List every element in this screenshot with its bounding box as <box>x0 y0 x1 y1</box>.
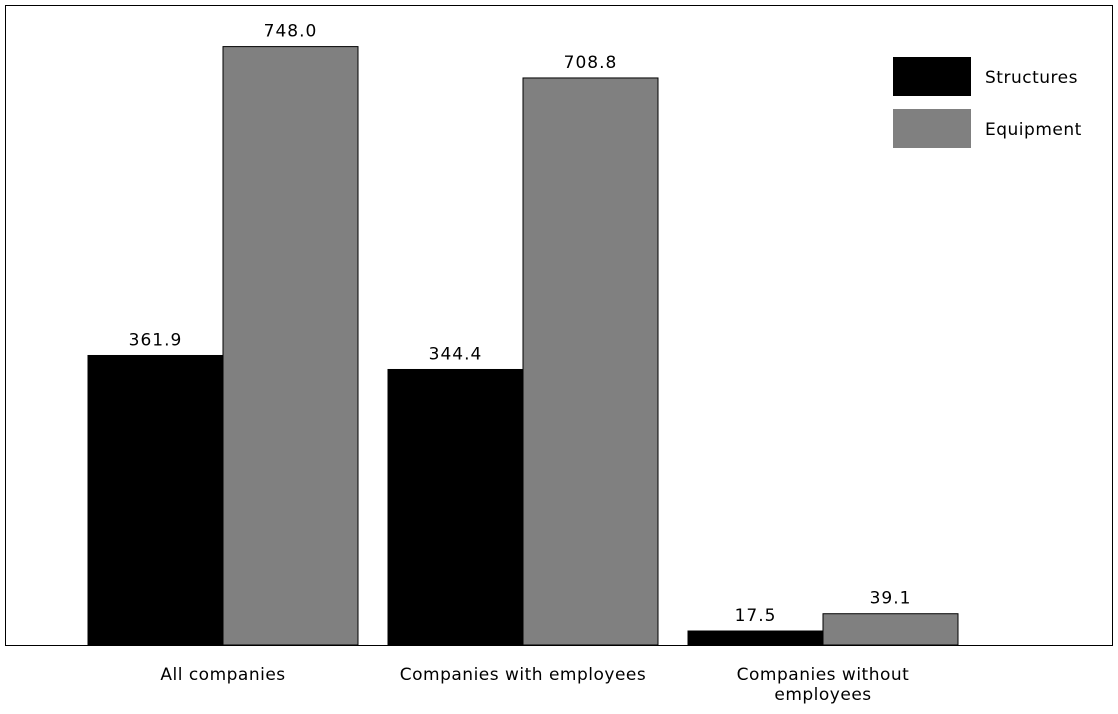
data-label-structures-2: 17.5 <box>735 606 777 626</box>
data-label-equipment-1: 708.8 <box>564 53 618 73</box>
data-labels-group: 361.9 748.0 344.4 708.8 17.5 39.1 <box>129 22 912 626</box>
data-label-equipment-2: 39.1 <box>870 589 912 609</box>
legend-label-structures: Structures <box>985 68 1078 88</box>
bars-group <box>87 46 959 646</box>
x-tick-labels-group: All companies Companies with employees Com… <box>160 665 910 705</box>
bar-structures-1 <box>387 368 524 646</box>
bar-structures-2 <box>687 630 824 646</box>
x-tick-label-1: Companies with employees <box>400 665 647 685</box>
legend: Structures Equipment <box>893 57 1082 148</box>
legend-swatch-equipment <box>893 109 971 148</box>
bar-equipment-1 <box>522 77 659 646</box>
legend-label-equipment: Equipment <box>985 120 1082 140</box>
data-label-structures-1: 344.4 <box>429 344 483 364</box>
x-tick-label-2-line-0: Companies without <box>737 665 910 685</box>
data-label-equipment-0: 748.0 <box>264 22 318 42</box>
bar-equipment-0 <box>222 46 359 646</box>
data-label-structures-0: 361.9 <box>129 330 183 350</box>
x-tick-label-2-line-1: employees <box>774 685 871 705</box>
x-tick-label-0: All companies <box>160 665 285 685</box>
bar-equipment-2 <box>822 613 959 646</box>
bar-structures-0 <box>87 354 224 646</box>
plot-frame <box>5 5 1113 646</box>
legend-swatch-structures <box>893 57 971 96</box>
